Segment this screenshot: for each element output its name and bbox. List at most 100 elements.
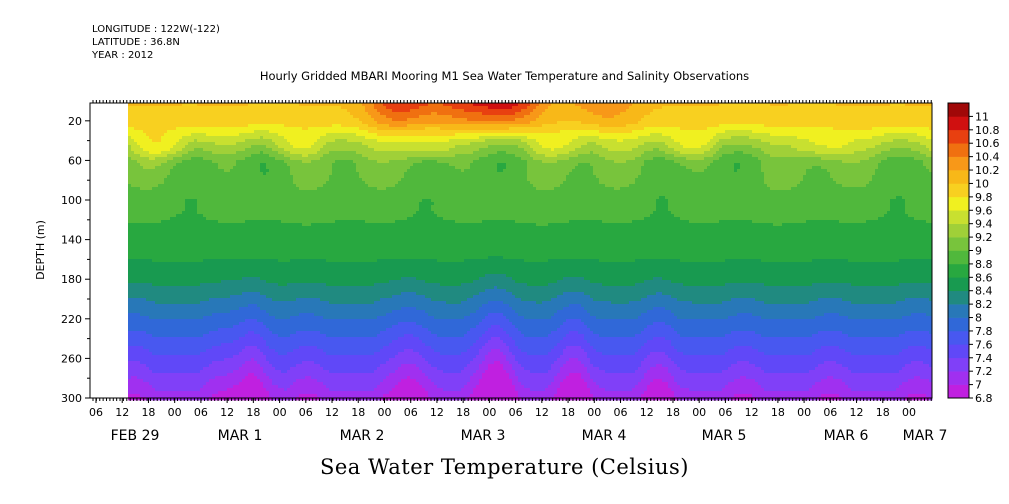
heatmap-cell: [155, 292, 158, 295]
heatmap-cell: [203, 220, 206, 223]
heatmap-cell: [131, 106, 134, 109]
heatmap-cell: [212, 337, 215, 340]
heatmap-cell: [152, 268, 155, 271]
heatmap-cell: [218, 382, 221, 385]
heatmap-cell: [275, 316, 278, 319]
heatmap-cell: [170, 349, 173, 352]
heatmap-cell: [161, 337, 164, 340]
heatmap-cell: [185, 391, 188, 394]
heatmap-cell: [221, 151, 224, 154]
heatmap-cell: [209, 361, 212, 364]
heatmap-cell: [179, 286, 182, 289]
heatmap-cell: [203, 394, 206, 397]
heatmap-cell: [164, 253, 167, 256]
heatmap-cell: [164, 244, 167, 247]
heatmap-cell: [128, 238, 131, 241]
heatmap-cell: [209, 271, 212, 274]
heatmap-cell: [131, 310, 134, 313]
heatmap-cell: [209, 187, 212, 190]
heatmap-cell: [239, 109, 242, 112]
heatmap-cell: [215, 160, 218, 163]
heatmap-cell: [263, 196, 266, 199]
heatmap-cell: [272, 271, 275, 274]
heatmap-cell: [230, 355, 233, 358]
heatmap-cell: [143, 223, 146, 226]
heatmap-cell: [182, 319, 185, 322]
heatmap-cell: [215, 280, 218, 283]
heatmap-cell: [158, 115, 161, 118]
heatmap-cell: [269, 334, 272, 337]
heatmap-cell: [158, 307, 161, 310]
heatmap-cell: [167, 166, 170, 169]
heatmap-cell: [275, 124, 278, 127]
heatmap-cell: [257, 220, 260, 223]
heatmap-cell: [128, 367, 131, 370]
heatmap-cell: [236, 202, 239, 205]
heatmap-cell: [236, 133, 239, 136]
heatmap-cell: [221, 136, 224, 139]
heatmap-cell: [167, 328, 170, 331]
heatmap-cell: [233, 310, 236, 313]
heatmap-cell: [194, 385, 197, 388]
heatmap-cell: [233, 133, 236, 136]
heatmap-cell: [254, 229, 257, 232]
heatmap-cell: [206, 229, 209, 232]
heatmap-cell: [257, 388, 260, 391]
heatmap-cell: [194, 394, 197, 397]
heatmap-cell: [194, 229, 197, 232]
heatmap-cell: [215, 133, 218, 136]
heatmap-cell: [131, 334, 134, 337]
heatmap-cell: [275, 127, 278, 130]
heatmap-cell: [269, 322, 272, 325]
heatmap-cell: [137, 235, 140, 238]
heatmap-cell: [239, 349, 242, 352]
heatmap-cell: [161, 220, 164, 223]
heatmap-cell: [203, 262, 206, 265]
heatmap-cell: [131, 115, 134, 118]
heatmap-cell: [233, 166, 236, 169]
heatmap-cell: [137, 157, 140, 160]
heatmap-cell: [269, 358, 272, 361]
heatmap-cell: [263, 310, 266, 313]
heatmap-cell: [164, 355, 167, 358]
heatmap-cell: [194, 253, 197, 256]
heatmap-cell: [164, 190, 167, 193]
heatmap-cell: [194, 250, 197, 253]
heatmap-cell: [137, 298, 140, 301]
heatmap-cell: [260, 202, 263, 205]
heatmap-cell: [131, 163, 134, 166]
heatmap-cell: [188, 382, 191, 385]
heatmap-cell: [245, 364, 248, 367]
heatmap-cell: [227, 127, 230, 130]
heatmap-cell: [173, 286, 176, 289]
heatmap-cell: [269, 208, 272, 211]
heatmap-cell: [188, 112, 191, 115]
heatmap-cell: [224, 274, 227, 277]
heatmap-cell: [173, 112, 176, 115]
heatmap-cell: [266, 259, 269, 262]
heatmap-cell: [200, 181, 203, 184]
heatmap-cell: [242, 367, 245, 370]
heatmap-cell: [179, 364, 182, 367]
heatmap-cell: [239, 196, 242, 199]
heatmap-cell: [248, 244, 251, 247]
heatmap-cell: [206, 178, 209, 181]
heatmap-cell: [278, 226, 281, 229]
heatmap-cell: [218, 265, 221, 268]
heatmap-cell: [158, 211, 161, 214]
heatmap-cell: [203, 391, 206, 394]
heatmap-cell: [131, 202, 134, 205]
heatmap-cell: [200, 328, 203, 331]
heatmap-cell: [239, 247, 242, 250]
heatmap-cell: [227, 184, 230, 187]
heatmap-cell: [161, 379, 164, 382]
heatmap-cell: [173, 328, 176, 331]
heatmap-cell: [215, 136, 218, 139]
heatmap-cell: [149, 385, 152, 388]
heatmap-cell: [182, 190, 185, 193]
heatmap-cell: [149, 247, 152, 250]
heatmap-cell: [143, 250, 146, 253]
heatmap-cell: [191, 142, 194, 145]
heatmap-cell: [131, 280, 134, 283]
heatmap-cell: [203, 184, 206, 187]
